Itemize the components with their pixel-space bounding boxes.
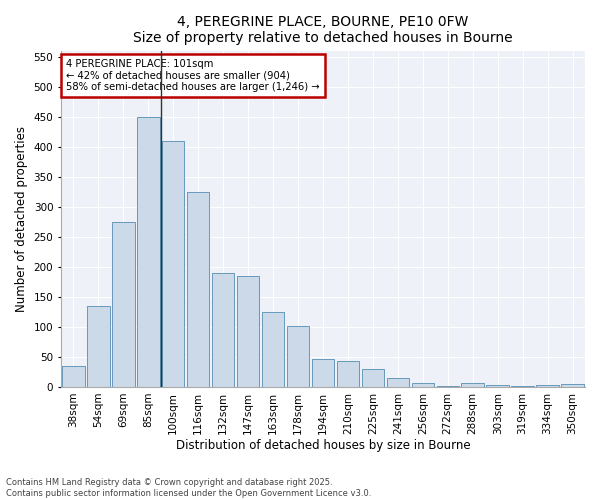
Bar bbox=[112, 222, 134, 387]
Bar bbox=[187, 192, 209, 387]
Bar bbox=[412, 384, 434, 387]
Bar bbox=[87, 306, 110, 387]
Bar bbox=[237, 276, 259, 387]
Bar bbox=[511, 386, 534, 387]
Text: 4 PEREGRINE PLACE: 101sqm
← 42% of detached houses are smaller (904)
58% of semi: 4 PEREGRINE PLACE: 101sqm ← 42% of detac… bbox=[66, 59, 320, 92]
Bar bbox=[212, 273, 235, 387]
Bar bbox=[362, 369, 384, 387]
Bar bbox=[487, 385, 509, 387]
Bar bbox=[287, 326, 309, 387]
Bar bbox=[536, 385, 559, 387]
Y-axis label: Number of detached properties: Number of detached properties bbox=[15, 126, 28, 312]
Bar bbox=[62, 366, 85, 387]
Bar bbox=[386, 378, 409, 387]
Bar bbox=[337, 360, 359, 387]
Bar bbox=[561, 384, 584, 387]
Title: 4, PEREGRINE PLACE, BOURNE, PE10 0FW
Size of property relative to detached house: 4, PEREGRINE PLACE, BOURNE, PE10 0FW Siz… bbox=[133, 15, 513, 45]
Text: Contains HM Land Registry data © Crown copyright and database right 2025.
Contai: Contains HM Land Registry data © Crown c… bbox=[6, 478, 371, 498]
Bar bbox=[312, 360, 334, 387]
Bar bbox=[262, 312, 284, 387]
Bar bbox=[137, 116, 160, 387]
Bar bbox=[162, 140, 184, 387]
Bar bbox=[461, 383, 484, 387]
X-axis label: Distribution of detached houses by size in Bourne: Distribution of detached houses by size … bbox=[176, 440, 470, 452]
Bar bbox=[437, 386, 459, 387]
